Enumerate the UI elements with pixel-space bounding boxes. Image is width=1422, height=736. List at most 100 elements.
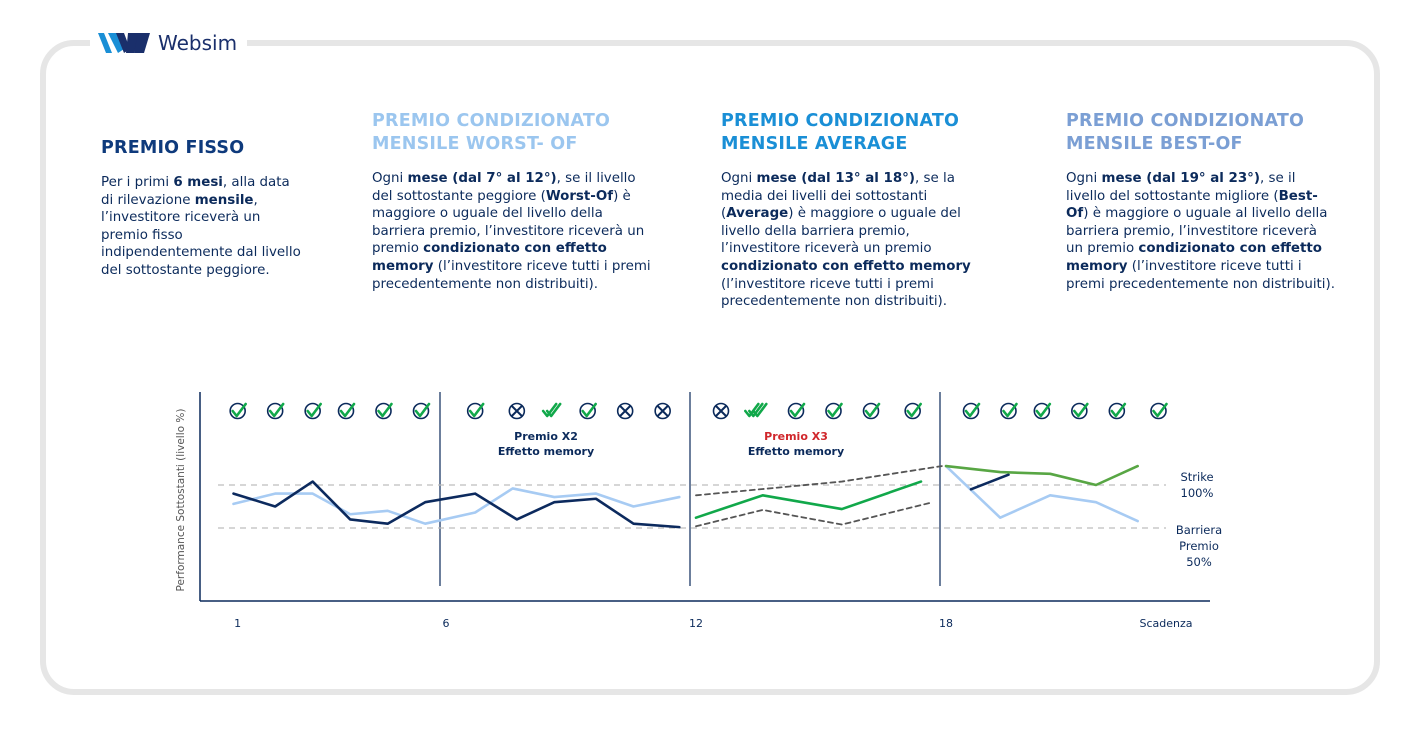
check-icon-mark: [789, 402, 806, 418]
check-icon: [1033, 402, 1051, 420]
check-icon: [229, 402, 246, 420]
bold-text: condizionato con effetto memory: [721, 258, 971, 274]
column-premio-fisso: PREMIO FISSO Per i primi 6 mesi, alla da…: [101, 137, 306, 280]
check-icon: [904, 402, 921, 420]
series-dark-best-phase: [969, 473, 1010, 491]
bold-text: condizionato con effetto memory: [1066, 241, 1323, 274]
barrier-label: 50%: [1186, 555, 1212, 569]
check-icon: [787, 402, 805, 420]
check-icon: [1071, 402, 1088, 420]
brand-name: Websim: [158, 31, 238, 55]
column-body: Per i primi 6 mesi, alla data di rilevaz…: [101, 174, 306, 280]
cross-icon: [508, 402, 526, 420]
bold-text: 6 mesi: [173, 175, 223, 190]
barrier-label: Premio: [1179, 539, 1219, 553]
cross-icon-mark: [656, 405, 669, 417]
check-icon: [1150, 402, 1167, 420]
check-icon: [1108, 402, 1126, 420]
x-tick-label: 12: [689, 617, 703, 630]
y-axis-label: Performance Sottostanti (livello %): [175, 409, 187, 592]
column-body: Ogni mese (dal 19° al 23°), se il livell…: [1066, 170, 1336, 293]
cross-icon: [712, 402, 730, 420]
bold-text: Best-Of: [1066, 188, 1318, 222]
series-upper-dashed: [695, 465, 943, 497]
body-text: , l’investitore riceverà un premio fisso…: [101, 192, 301, 278]
body-text: (l’investitore riceve tutti i premi prec…: [1066, 258, 1336, 292]
column-best-of: PREMIO CONDIZIONATO MENSILE BEST-OF Ogni…: [1066, 110, 1336, 293]
x-tick-label: 6: [443, 617, 450, 630]
cross-icon-mark: [619, 405, 631, 417]
check-icon: [266, 402, 284, 420]
check-icon-mark: [1035, 402, 1052, 418]
bold-text: mese (dal 19° al 23°): [1101, 171, 1260, 186]
series-light-best-phase: [944, 464, 1139, 523]
check-icon-mark: [468, 402, 485, 418]
check-icon: [962, 402, 980, 420]
memory-check-icon: [541, 402, 558, 418]
column-title: PREMIO CONDIZIONATO MENSILE BEST-OF: [1066, 111, 1305, 154]
series-lower-dashed: [695, 502, 931, 528]
series-light-worst-phase: [232, 487, 681, 526]
check-icon: [375, 402, 392, 420]
check-icon-mark: [581, 402, 597, 418]
cross-icon: [616, 402, 634, 420]
bold-text: mensile: [194, 192, 254, 208]
memory-check-icon: [744, 402, 760, 418]
body-text: , se il livello del sottostante migliore…: [1066, 171, 1296, 204]
check-icon-mark: [414, 402, 431, 418]
check-icon: [1000, 402, 1017, 420]
check-icon-mark: [306, 402, 322, 418]
x-tick-label: Scadenza: [1139, 617, 1192, 630]
websim-logo: Websim: [90, 26, 248, 60]
body-text: ) è maggiore o uguale al livello della b…: [1066, 206, 1328, 257]
body-text: , se la media dei livelli dei sottostant…: [721, 171, 955, 222]
annotation-title: Premio X2: [514, 430, 578, 443]
annotation-subtitle: Effetto memory: [498, 445, 594, 458]
check-icon-mark: [1002, 402, 1018, 418]
check-icon-mark: [1110, 402, 1127, 418]
bold-text: condizionato con effetto memory: [372, 241, 607, 274]
series-best-of: [944, 464, 1139, 487]
check-icon: [862, 402, 880, 420]
memory-check-icon: [748, 402, 764, 418]
check-icon-mark: [339, 402, 356, 418]
annotation-title: Premio X3: [764, 430, 828, 443]
memory-check-icon: [752, 402, 768, 418]
body-text: Ogni: [721, 171, 757, 186]
column-title: PREMIO CONDIZIONATO MENSILE WORST- OF: [372, 111, 611, 154]
body-text: (l’investitore riceve tutti i premi prec…: [721, 276, 948, 310]
column-title: PREMIO FISSO: [101, 138, 245, 158]
check-icon-mark: [377, 402, 393, 418]
body-text: ) è maggiore o uguale del livello della …: [372, 188, 645, 257]
series-average: [694, 480, 923, 519]
bold-text: mese (dal 7° al 12°): [407, 171, 557, 186]
check-icon: [466, 402, 484, 420]
column-average: PREMIO CONDIZIONATO MENSILE AVERAGE Ogni…: [721, 110, 991, 311]
check-icon: [825, 402, 842, 420]
column-worst-of: PREMIO CONDIZIONATO MENSILE WORST- OF Og…: [372, 110, 652, 293]
cross-icon: [654, 402, 671, 420]
check-icon: [579, 402, 596, 420]
memory-check-icon: [545, 402, 562, 418]
check-icon-mark: [231, 402, 247, 418]
series-dark-worst-phase: [232, 480, 681, 529]
body-text: Per i primi: [101, 175, 174, 190]
bold-text: mese (dal 13° al 18°): [756, 171, 915, 186]
check-icon: [337, 402, 355, 420]
content-frame: [40, 40, 1380, 695]
check-icon: [304, 402, 321, 420]
column-title: PREMIO CONDIZIONATO MENSILE AVERAGE: [721, 111, 960, 154]
bold-text: Average: [726, 206, 789, 222]
column-body: Ogni mese (dal 13° al 18°), se la media …: [721, 170, 991, 311]
websim-logo-icon: [98, 33, 150, 53]
annotation-subtitle: Effetto memory: [748, 445, 844, 458]
check-icon: [412, 402, 430, 420]
body-text: ) è maggiore o uguale del livello della …: [721, 206, 961, 257]
body-text: , alla data di rilevazione: [101, 175, 290, 208]
bold-text: Worst-Of: [545, 188, 614, 204]
x-tick-label: 1: [234, 617, 241, 630]
check-icon-mark: [827, 402, 843, 418]
barrier-label: Barriera: [1176, 523, 1222, 537]
check-icon-mark: [864, 402, 881, 418]
